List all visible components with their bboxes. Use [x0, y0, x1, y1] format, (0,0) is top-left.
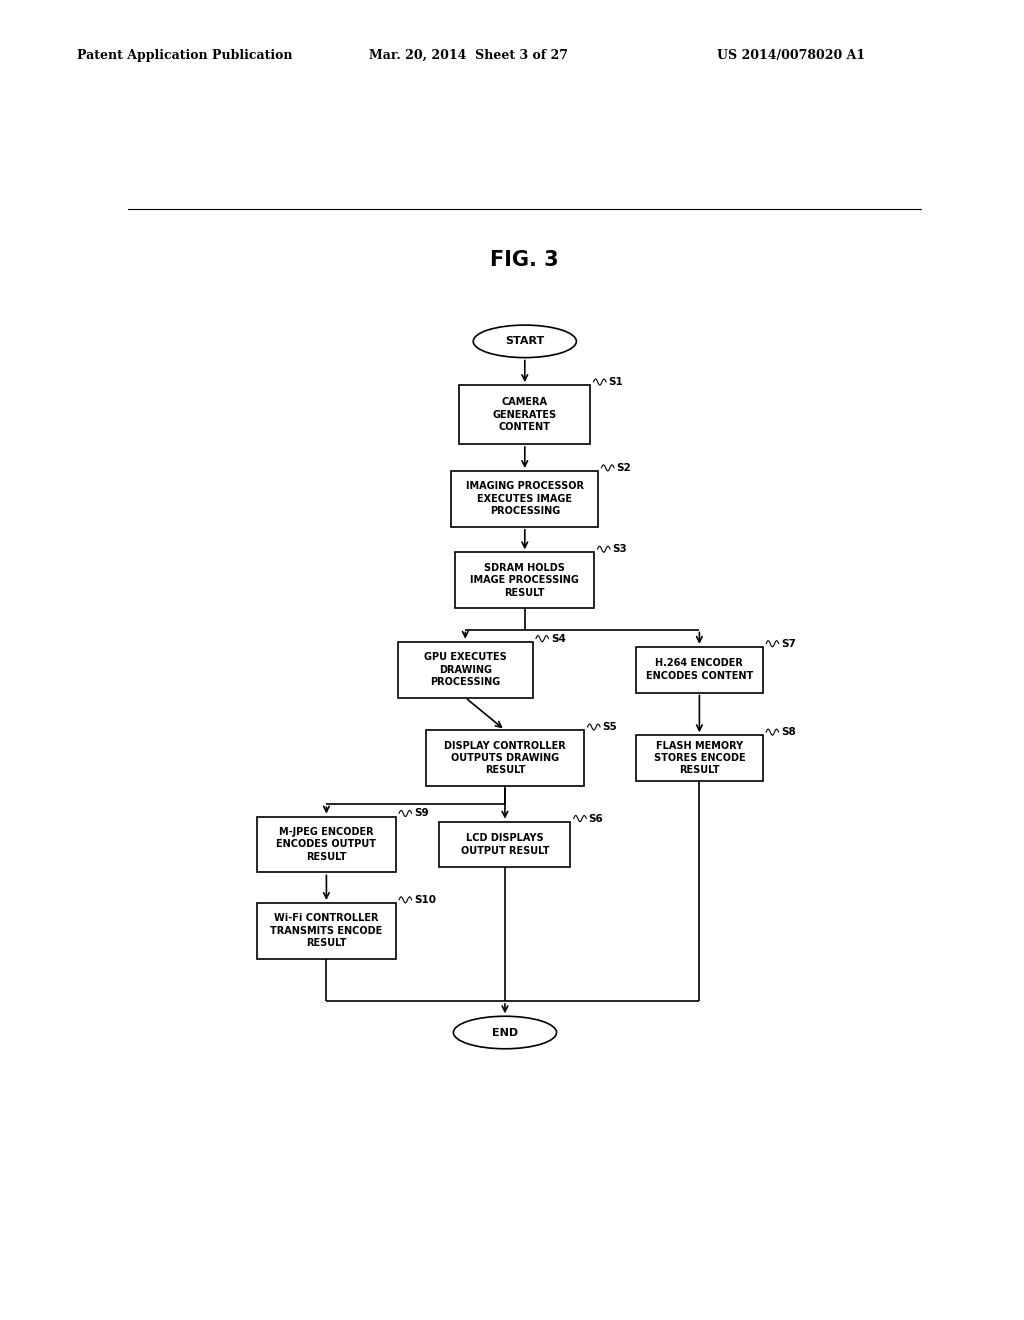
Text: GPU EXECUTES
DRAWING
PROCESSING: GPU EXECUTES DRAWING PROCESSING — [424, 652, 507, 686]
FancyBboxPatch shape — [397, 642, 532, 697]
Text: CAMERA
GENERATES
CONTENT: CAMERA GENERATES CONTENT — [493, 397, 557, 432]
Text: IMAGING PROCESSOR
EXECUTES IMAGE
PROCESSING: IMAGING PROCESSOR EXECUTES IMAGE PROCESS… — [466, 482, 584, 516]
Text: FIG. 3: FIG. 3 — [490, 249, 559, 271]
Text: DISPLAY CONTROLLER
OUTPUTS DRAWING
RESULT: DISPLAY CONTROLLER OUTPUTS DRAWING RESUL… — [444, 741, 566, 775]
Text: M-JPEG ENCODER
ENCODES OUTPUT
RESULT: M-JPEG ENCODER ENCODES OUTPUT RESULT — [276, 828, 377, 862]
FancyBboxPatch shape — [257, 817, 396, 873]
FancyBboxPatch shape — [456, 552, 594, 609]
Text: FLASH MEMORY
STORES ENCODE
RESULT: FLASH MEMORY STORES ENCODE RESULT — [653, 741, 745, 775]
Text: S5: S5 — [602, 722, 617, 733]
Text: S2: S2 — [616, 463, 631, 473]
Text: START: START — [505, 337, 545, 346]
FancyBboxPatch shape — [636, 735, 763, 781]
FancyBboxPatch shape — [439, 821, 570, 867]
Text: S8: S8 — [781, 727, 796, 737]
FancyBboxPatch shape — [452, 471, 598, 527]
Text: S9: S9 — [414, 808, 429, 818]
Text: S10: S10 — [414, 895, 436, 906]
Text: S6: S6 — [589, 813, 603, 824]
FancyBboxPatch shape — [636, 647, 763, 693]
Text: H.264 ENCODER
ENCODES CONTENT: H.264 ENCODER ENCODES CONTENT — [646, 659, 753, 681]
Text: Wi-Fi CONTROLLER
TRANSMITS ENCODE
RESULT: Wi-Fi CONTROLLER TRANSMITS ENCODE RESULT — [270, 913, 383, 948]
Text: S4: S4 — [551, 634, 566, 644]
FancyBboxPatch shape — [426, 730, 585, 785]
Text: END: END — [492, 1027, 518, 1038]
Text: LCD DISPLAYS
OUTPUT RESULT: LCD DISPLAYS OUTPUT RESULT — [461, 833, 549, 855]
Text: S1: S1 — [608, 378, 624, 387]
Text: S3: S3 — [612, 544, 628, 554]
FancyBboxPatch shape — [257, 903, 396, 958]
FancyBboxPatch shape — [460, 385, 590, 444]
Text: SDRAM HOLDS
IMAGE PROCESSING
RESULT: SDRAM HOLDS IMAGE PROCESSING RESULT — [470, 562, 580, 598]
Text: Patent Application Publication: Patent Application Publication — [77, 49, 292, 62]
Text: S7: S7 — [781, 639, 796, 648]
Text: Mar. 20, 2014  Sheet 3 of 27: Mar. 20, 2014 Sheet 3 of 27 — [369, 49, 567, 62]
Text: US 2014/0078020 A1: US 2014/0078020 A1 — [717, 49, 865, 62]
